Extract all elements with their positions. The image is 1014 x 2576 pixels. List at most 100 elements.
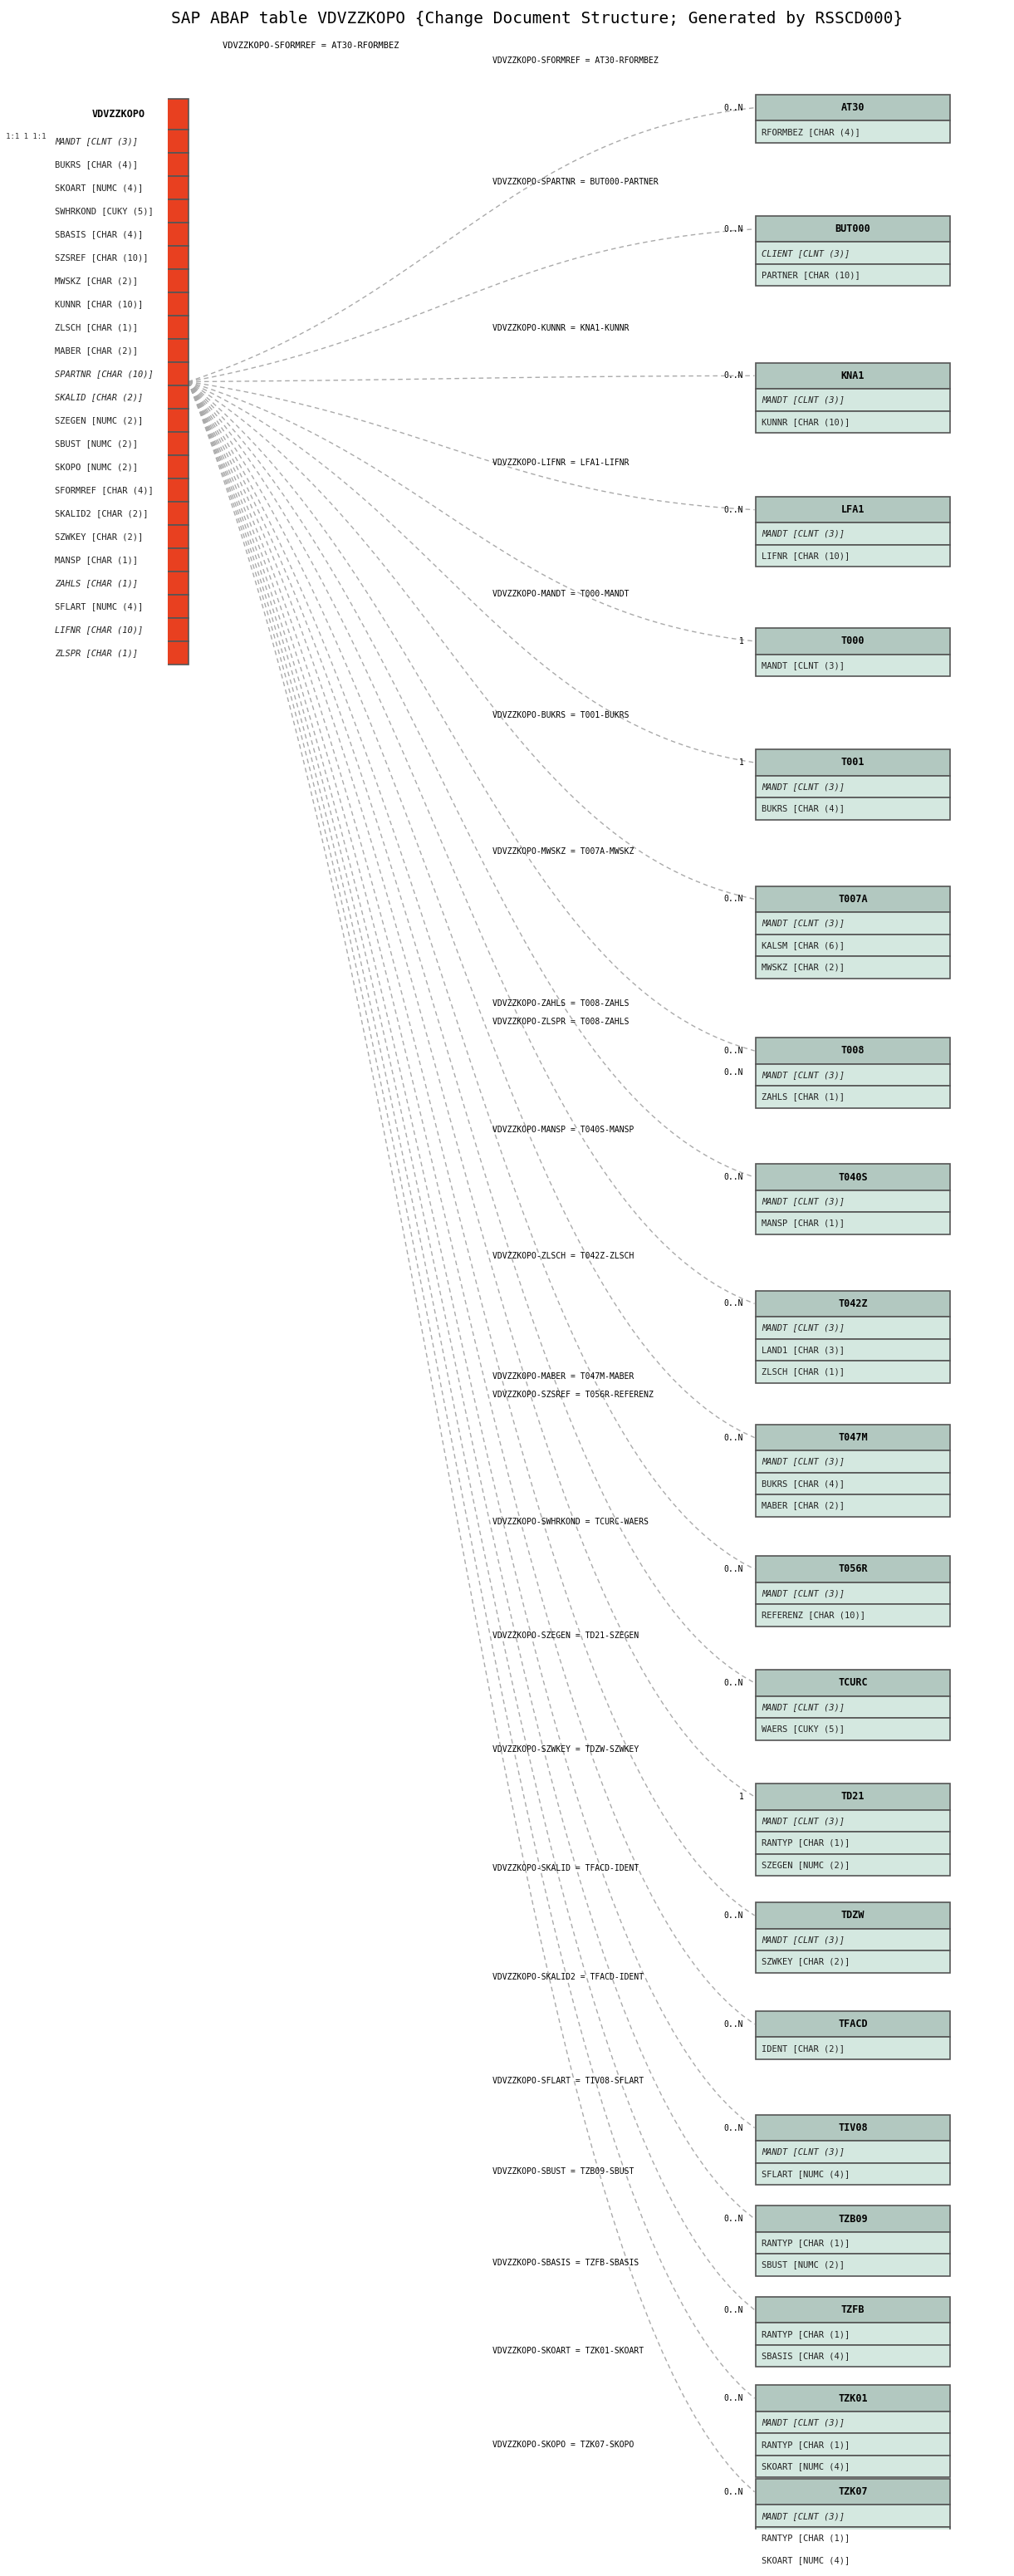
FancyBboxPatch shape bbox=[50, 363, 189, 386]
FancyBboxPatch shape bbox=[756, 1811, 950, 1832]
Text: KUNNR [CHAR (10)]: KUNNR [CHAR (10)] bbox=[762, 417, 850, 425]
FancyBboxPatch shape bbox=[756, 1582, 950, 1605]
Text: SZEGEN [NUMC (2)]: SZEGEN [NUMC (2)] bbox=[55, 417, 143, 425]
Text: MABER [CHAR (2)]: MABER [CHAR (2)] bbox=[762, 1502, 845, 1510]
FancyBboxPatch shape bbox=[756, 1038, 950, 1064]
Text: MANDT [CLNT (3)]: MANDT [CLNT (3)] bbox=[762, 1324, 845, 1332]
Text: SKOART [NUMC (4)]: SKOART [NUMC (4)] bbox=[762, 2463, 850, 2470]
Text: VDVZZKOPO-SFORMREF = AT30-RFORMBEZ: VDVZZKOPO-SFORMREF = AT30-RFORMBEZ bbox=[223, 41, 400, 49]
Text: 0..N: 0..N bbox=[724, 2306, 743, 2313]
Text: MANDT [CLNT (3)]: MANDT [CLNT (3)] bbox=[762, 1589, 845, 1597]
Text: VDVZZKOPO-MWSKZ = T007A-MWSKZ: VDVZZKOPO-MWSKZ = T007A-MWSKZ bbox=[493, 848, 635, 855]
Text: VDVZZKOPO-SBASIS = TZFB-SBASIS: VDVZZKOPO-SBASIS = TZFB-SBASIS bbox=[493, 2259, 639, 2267]
Text: SZEGEN [NUMC (2)]: SZEGEN [NUMC (2)] bbox=[762, 1860, 850, 1868]
Text: VDVZZKOPO-SZSREF = T056R-REFERENZ: VDVZZKOPO-SZSREF = T056R-REFERENZ bbox=[493, 1391, 654, 1399]
Text: MANDT [CLNT (3)]: MANDT [CLNT (3)] bbox=[762, 1458, 845, 1466]
Text: MANDT [CLNT (3)]: MANDT [CLNT (3)] bbox=[762, 662, 845, 670]
FancyBboxPatch shape bbox=[756, 886, 950, 912]
FancyBboxPatch shape bbox=[756, 1556, 950, 1582]
Text: SKOPO [NUMC (2)]: SKOPO [NUMC (2)] bbox=[55, 464, 138, 471]
Text: VDVZZKOPO-LIFNR = LFA1-LIFNR: VDVZZKOPO-LIFNR = LFA1-LIFNR bbox=[493, 459, 630, 466]
Text: 0..N: 0..N bbox=[724, 2393, 743, 2403]
Text: 0..N: 0..N bbox=[724, 2020, 743, 2027]
Text: T047M: T047M bbox=[839, 1432, 868, 1443]
FancyBboxPatch shape bbox=[50, 549, 189, 572]
Text: VDVZZKOPO-MABER = T047M-MABER: VDVZZKOPO-MABER = T047M-MABER bbox=[493, 1373, 635, 1381]
Text: ZLSPR [CHAR (1)]: ZLSPR [CHAR (1)] bbox=[55, 649, 138, 657]
Text: ZLSCH [CHAR (1)]: ZLSCH [CHAR (1)] bbox=[55, 325, 138, 332]
Text: 0..N: 0..N bbox=[724, 1432, 743, 1443]
FancyBboxPatch shape bbox=[756, 956, 950, 979]
Text: 0..N: 0..N bbox=[724, 2215, 743, 2223]
FancyBboxPatch shape bbox=[756, 1064, 950, 1087]
Text: T000: T000 bbox=[841, 636, 865, 647]
Text: SFORMREF [CHAR (4)]: SFORMREF [CHAR (4)] bbox=[55, 487, 154, 495]
FancyBboxPatch shape bbox=[756, 2571, 950, 2576]
Text: SPARTNR [CHAR (10)]: SPARTNR [CHAR (10)] bbox=[55, 371, 154, 379]
Text: VDVZZKOPO-SZWKEY = TDZW-SZWKEY: VDVZZKOPO-SZWKEY = TDZW-SZWKEY bbox=[493, 1744, 639, 1754]
FancyBboxPatch shape bbox=[756, 2012, 950, 2038]
Text: VDVZZKOPO-ZAHLS = T008-ZAHLS: VDVZZKOPO-ZAHLS = T008-ZAHLS bbox=[493, 999, 630, 1007]
Text: VDVZZKOPO-SFORMREF = AT30-RFORMBEZ: VDVZZKOPO-SFORMREF = AT30-RFORMBEZ bbox=[493, 57, 659, 64]
FancyBboxPatch shape bbox=[756, 2411, 950, 2434]
Text: MANSP [CHAR (1)]: MANSP [CHAR (1)] bbox=[55, 556, 138, 564]
Text: VDVZZKOPO-SKOPO = TZK07-SKOPO: VDVZZKOPO-SKOPO = TZK07-SKOPO bbox=[493, 2439, 635, 2450]
FancyBboxPatch shape bbox=[50, 129, 189, 152]
Text: VDVZZKOPO-SBUST = TZB09-SBUST: VDVZZKOPO-SBUST = TZB09-SBUST bbox=[493, 2166, 635, 2177]
Text: RANTYP [CHAR (1)]: RANTYP [CHAR (1)] bbox=[762, 2239, 850, 2246]
FancyBboxPatch shape bbox=[756, 2478, 950, 2504]
Text: VDVZZKOPO: VDVZZKOPO bbox=[92, 108, 145, 121]
FancyBboxPatch shape bbox=[756, 2205, 950, 2231]
FancyBboxPatch shape bbox=[756, 1213, 950, 1234]
FancyBboxPatch shape bbox=[756, 2324, 950, 2344]
Text: MABER [CHAR (2)]: MABER [CHAR (2)] bbox=[55, 348, 138, 355]
FancyBboxPatch shape bbox=[50, 317, 189, 340]
Text: PARTNER [CHAR (10)]: PARTNER [CHAR (10)] bbox=[762, 270, 860, 278]
FancyBboxPatch shape bbox=[756, 775, 950, 799]
Text: VDVZZKOPO-SKALID = TFACD-IDENT: VDVZZKOPO-SKALID = TFACD-IDENT bbox=[493, 1865, 639, 1873]
Text: KNA1: KNA1 bbox=[841, 371, 865, 381]
FancyBboxPatch shape bbox=[756, 2254, 950, 2277]
Text: 0..N: 0..N bbox=[724, 1069, 743, 1077]
FancyBboxPatch shape bbox=[50, 572, 189, 595]
Text: 0..N: 0..N bbox=[724, 1911, 743, 1919]
FancyBboxPatch shape bbox=[756, 1340, 950, 1360]
Text: TIV08: TIV08 bbox=[839, 2123, 868, 2133]
FancyBboxPatch shape bbox=[50, 502, 189, 526]
FancyBboxPatch shape bbox=[756, 1291, 950, 1316]
Text: VDVZZKOPO-MANDT = T000-MANDT: VDVZZKOPO-MANDT = T000-MANDT bbox=[493, 590, 630, 598]
FancyBboxPatch shape bbox=[756, 799, 950, 819]
FancyBboxPatch shape bbox=[756, 1360, 950, 1383]
Text: SFLART [NUMC (4)]: SFLART [NUMC (4)] bbox=[762, 2169, 850, 2179]
Text: 0..N: 0..N bbox=[724, 1172, 743, 1182]
FancyBboxPatch shape bbox=[756, 1669, 950, 1695]
FancyBboxPatch shape bbox=[756, 1718, 950, 1739]
Text: VDVZZKOPO-ZLSCH = T042Z-ZLSCH: VDVZZKOPO-ZLSCH = T042Z-ZLSCH bbox=[493, 1252, 635, 1260]
FancyBboxPatch shape bbox=[756, 2141, 950, 2164]
Text: SKOART [NUMC (4)]: SKOART [NUMC (4)] bbox=[55, 183, 143, 193]
FancyBboxPatch shape bbox=[50, 433, 189, 456]
Text: MANDT [CLNT (3)]: MANDT [CLNT (3)] bbox=[762, 783, 845, 791]
Text: RANTYP [CHAR (1)]: RANTYP [CHAR (1)] bbox=[762, 1839, 850, 1847]
FancyBboxPatch shape bbox=[756, 2298, 950, 2324]
Text: RANTYP [CHAR (1)]: RANTYP [CHAR (1)] bbox=[762, 2329, 850, 2339]
Text: WAERS [CUKY (5)]: WAERS [CUKY (5)] bbox=[762, 1726, 845, 1734]
Text: 0..N: 0..N bbox=[724, 1680, 743, 1687]
Text: SFLART [NUMC (4)]: SFLART [NUMC (4)] bbox=[55, 603, 143, 611]
Text: 0..N: 0..N bbox=[724, 1046, 743, 1056]
Text: MANDT [CLNT (3)]: MANDT [CLNT (3)] bbox=[762, 1935, 845, 1945]
Text: MANDT [CLNT (3)]: MANDT [CLNT (3)] bbox=[762, 531, 845, 538]
FancyBboxPatch shape bbox=[756, 1605, 950, 1625]
Text: ZLSCH [CHAR (1)]: ZLSCH [CHAR (1)] bbox=[762, 1368, 845, 1376]
Text: SKOART [NUMC (4)]: SKOART [NUMC (4)] bbox=[762, 2555, 850, 2563]
FancyBboxPatch shape bbox=[50, 526, 189, 549]
Text: VDVZZKOPO-ZLSPR = T008-ZAHLS: VDVZZKOPO-ZLSPR = T008-ZAHLS bbox=[493, 1018, 630, 1025]
Text: SZWKEY [CHAR (2)]: SZWKEY [CHAR (2)] bbox=[55, 533, 143, 541]
Text: TCURC: TCURC bbox=[839, 1677, 868, 1687]
Text: TZFB: TZFB bbox=[841, 2306, 865, 2316]
FancyBboxPatch shape bbox=[756, 1473, 950, 1494]
FancyBboxPatch shape bbox=[756, 2504, 950, 2527]
FancyBboxPatch shape bbox=[756, 2231, 950, 2254]
Text: MANDT [CLNT (3)]: MANDT [CLNT (3)] bbox=[762, 1072, 845, 1079]
Text: 0..N: 0..N bbox=[724, 894, 743, 904]
